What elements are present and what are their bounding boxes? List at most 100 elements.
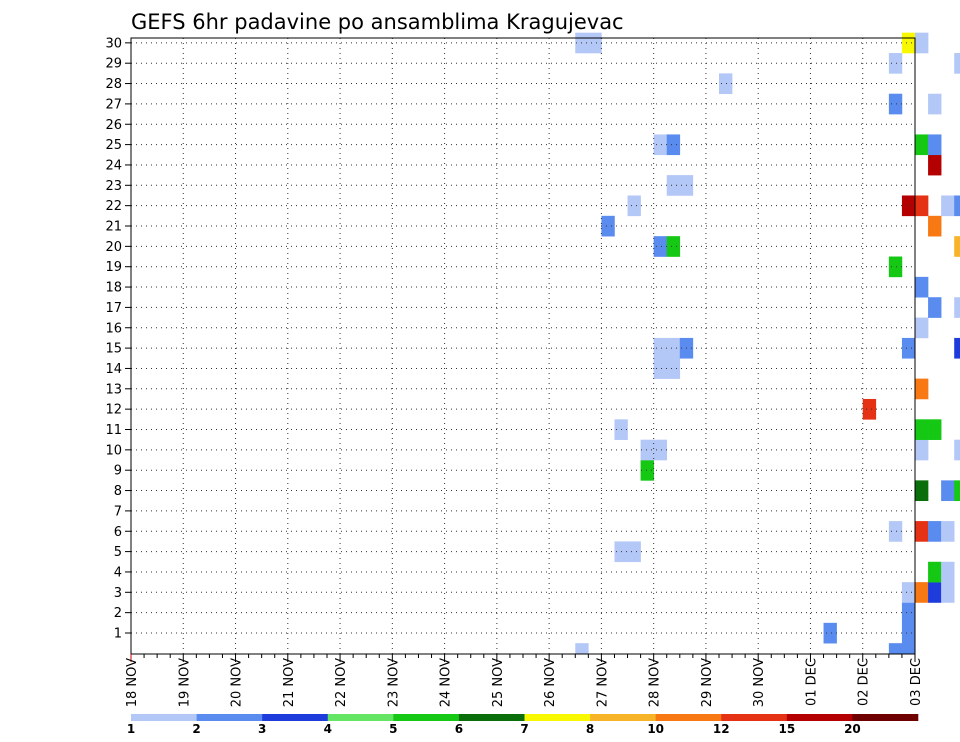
legend-swatch [590, 714, 656, 721]
legend-label: 12 [713, 722, 730, 736]
heatmap-cell [941, 195, 955, 217]
heatmap-cell [915, 419, 929, 440]
x-tick-label: 22 NOV [334, 658, 349, 707]
heatmap-cell [901, 582, 916, 603]
y-tick-label: 29 [105, 57, 122, 72]
heatmap-cell [901, 337, 916, 359]
heatmap-cell [888, 521, 903, 542]
legend-swatch [721, 714, 788, 721]
heatmap-cell [915, 378, 929, 400]
heatmap-cell [915, 317, 929, 339]
x-axis: 18 NOV 19 NOV 20 NOV 21 NOV 22 NOV 23 NOV 24 N… [125, 654, 924, 707]
heatmap-cell [915, 195, 929, 217]
heatmap-cell [915, 439, 929, 461]
heatmap-cell [666, 358, 681, 379]
heatmap-cell [719, 73, 733, 95]
heatmap-cell [901, 643, 916, 654]
heatmap-cell [928, 154, 942, 176]
y-tick-label: 24 [105, 158, 122, 173]
heatmap-cell [653, 337, 668, 359]
heatmap-cell [627, 541, 641, 563]
x-tick-label: 28 NOV [648, 658, 663, 707]
y-tick-label: 4 [114, 565, 122, 580]
heatmap-cell [575, 643, 589, 654]
heatmap-cell [928, 93, 942, 115]
x-tick-label: 18 NOV [125, 658, 140, 707]
y-tick-label: 26 [105, 118, 122, 133]
heatmap-cell [653, 134, 668, 156]
heatmap-cell [666, 175, 681, 196]
heatmap-cell [888, 643, 903, 654]
legend-label: 5 [389, 722, 397, 736]
y-tick-label: 8 [114, 484, 122, 499]
heatmap-cell [941, 480, 955, 502]
heatmap-cell [888, 53, 903, 74]
legend-label: 4 [324, 722, 332, 736]
y-tick-label: 7 [114, 504, 122, 519]
heatmap-cell [601, 215, 615, 237]
y-tick-label: 13 [105, 382, 122, 397]
heatmap-cell [928, 521, 942, 542]
heatmap-cell [954, 236, 960, 257]
legend-swatch [458, 714, 525, 721]
legend-label: 10 [647, 722, 664, 736]
heatmap-cell [928, 561, 942, 583]
legend-swatch [196, 714, 263, 721]
heatmap-cell [954, 195, 960, 217]
y-tick-label: 6 [114, 525, 122, 540]
heatmap-cell [941, 561, 955, 583]
heatmap-cell [888, 256, 903, 278]
heatmap-cell [901, 602, 916, 624]
legend-label: 2 [192, 722, 200, 736]
heatmap-cell [627, 195, 641, 217]
plot-frame [130, 37, 916, 655]
legend-swatch [393, 714, 460, 721]
x-tick-label: 23 NOV [386, 658, 401, 707]
chart-title: GEFS 6hr padavine po ansamblima Kragujev… [131, 10, 624, 34]
y-tick-label: 3 [114, 586, 122, 601]
y-tick-label: 15 [105, 342, 122, 357]
heatmap-cell [640, 439, 654, 461]
x-tick-label: 25 NOV [491, 658, 506, 707]
y-tick-label: 14 [105, 362, 122, 377]
heatmap-cell [928, 297, 942, 318]
legend-swatch [262, 714, 329, 721]
heatmap-cell [653, 439, 668, 461]
y-tick-label: 21 [105, 220, 122, 235]
heatmap-cell [640, 460, 654, 481]
legend-swatch [131, 714, 197, 721]
heatmap-cell [901, 622, 916, 644]
heatmap-cell [915, 480, 929, 502]
x-tick-label: 02 DEC [857, 658, 872, 706]
heatmap-cell [954, 337, 960, 359]
x-tick-label: 29 NOV [700, 658, 715, 707]
heatmap-cell [928, 215, 942, 237]
heatmap-cell [941, 582, 955, 603]
heatmap-cell [928, 419, 942, 440]
y-tick-label: 18 [105, 281, 122, 296]
legend-swatch [327, 714, 394, 721]
heatmap-cell [954, 297, 960, 318]
heatmap-cell [954, 480, 960, 502]
x-tick-label: 26 NOV [543, 658, 558, 707]
y-tick-label: 19 [105, 260, 122, 275]
chart-grid [131, 38, 915, 654]
heatmap-cell [901, 32, 916, 54]
x-tick-label: 01 DEC [804, 658, 819, 706]
y-tick-label: 27 [105, 97, 122, 112]
heatmap-cell [653, 358, 668, 379]
y-tick-label: 16 [105, 321, 122, 336]
heatmap-cell [915, 134, 929, 156]
y-tick-label: 25 [105, 138, 122, 153]
y-tick-label: 5 [114, 545, 122, 560]
y-tick-label: 23 [105, 179, 122, 194]
legend-label: 6 [455, 722, 463, 736]
y-tick-label: 10 [105, 443, 122, 458]
legend-swatch [852, 714, 919, 721]
x-tick-label: 30 NOV [752, 658, 767, 707]
heatmap-cell [915, 276, 929, 298]
legend-label: 1 [127, 722, 135, 736]
x-tick-label: 24 NOV [439, 658, 454, 707]
heatmap-cell [588, 32, 602, 54]
